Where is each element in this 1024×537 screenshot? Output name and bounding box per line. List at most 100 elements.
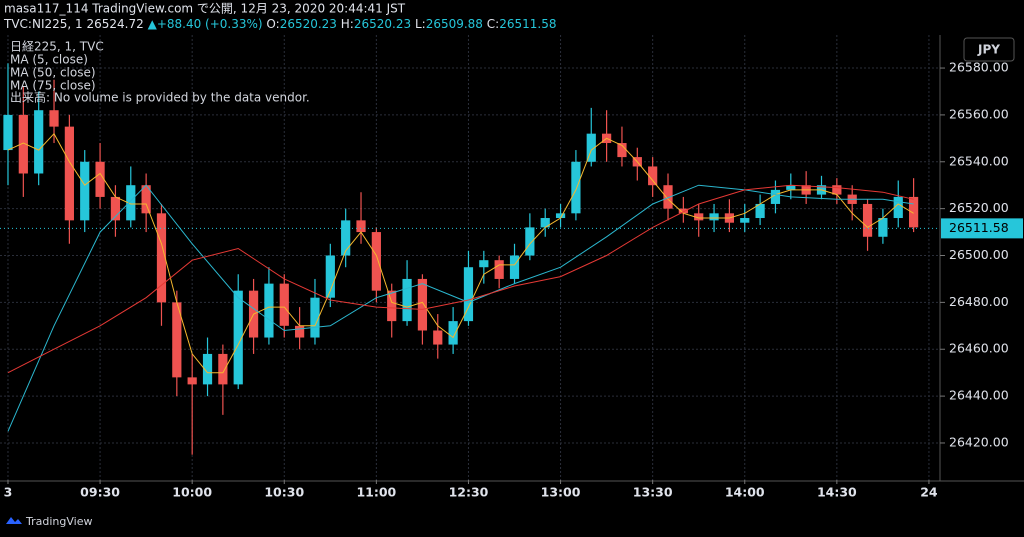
ohlc-label: H:	[341, 17, 354, 31]
grid	[0, 35, 940, 480]
x-tick-label: 11:00	[356, 485, 396, 500]
candle-body	[141, 185, 151, 214]
price: 26524.72	[86, 17, 143, 31]
y-tick-label: 26560.00	[949, 106, 1009, 121]
x-tick-label: 13:00	[541, 485, 581, 500]
ohlc-value: 26520.23	[354, 17, 411, 31]
y-tick-label: 26540.00	[949, 153, 1009, 168]
x-tick-label: 24	[920, 485, 938, 500]
legend-entry: MA (50, close)	[10, 66, 96, 80]
candle-body	[479, 260, 489, 268]
candle-body	[387, 290, 397, 322]
candle-body	[663, 185, 673, 209]
legend-entry: MA (5, close)	[10, 53, 88, 67]
x-tick-label: 13:30	[633, 485, 673, 500]
candle-body	[648, 166, 658, 186]
ma-line	[7, 132, 914, 374]
candle-body	[172, 302, 182, 378]
candle-body	[617, 143, 627, 158]
candle-body	[34, 110, 44, 174]
candle-body	[202, 353, 213, 385]
candle-body	[433, 330, 443, 345]
candle-body	[341, 220, 351, 256]
currency-box[interactable]	[963, 37, 1015, 62]
candle-body	[786, 185, 796, 190]
candle-body	[678, 208, 688, 214]
candle-body	[156, 213, 167, 303]
candle-body	[110, 196, 121, 221]
candle-body	[64, 126, 74, 221]
x-tick-label: 12:30	[449, 485, 489, 500]
candle-body	[694, 213, 704, 221]
y-tick-label: 26460.00	[949, 341, 1009, 356]
candle-body	[740, 218, 750, 223]
currency: JPY	[977, 43, 1000, 57]
candle-body	[295, 325, 305, 338]
y-tick-label: 26440.00	[949, 388, 1009, 403]
ohlc-label: O:	[266, 17, 279, 31]
candle-body	[49, 110, 59, 127]
candle-body	[908, 196, 919, 228]
chart-title: 日経225, 1, TVC	[10, 40, 104, 54]
x-tick-label: 10:30	[264, 485, 304, 500]
candle-body	[80, 161, 90, 221]
candle-body	[463, 267, 474, 322]
ma-line	[7, 184, 914, 374]
change: +88.40 (+0.33%)	[157, 17, 263, 31]
x-tick-label: 10:00	[172, 485, 212, 500]
candle-body	[893, 196, 903, 219]
candle-body	[371, 232, 381, 291]
last-price-label: 26511.58	[949, 220, 1009, 235]
symbol: TVC:NI225, 1	[3, 17, 83, 31]
y-tick-label: 26580.00	[949, 60, 1009, 75]
y-tick-label: 26420.00	[949, 434, 1009, 449]
y-tick-label: 26520.00	[949, 200, 1009, 215]
byline: masa117_114 TradingView.com で公開, 12月 23,…	[4, 2, 406, 16]
marks	[3, 63, 919, 455]
candle-body	[325, 255, 335, 298]
legend-entry: MA (75, close)	[10, 79, 96, 93]
ohlc-label: L:	[415, 17, 426, 31]
candle-body	[755, 203, 765, 219]
ohlc-value: 26509.88	[426, 17, 483, 31]
y-tick-label: 26500.00	[949, 247, 1009, 262]
candle-body	[555, 213, 566, 219]
candle-body	[356, 220, 366, 233]
candle-body	[402, 278, 412, 322]
candle-body	[525, 227, 535, 256]
ohlc-label: C:	[487, 17, 499, 31]
x-tick-label: 14:30	[817, 485, 857, 500]
candle-body	[279, 283, 289, 326]
candle-body	[3, 114, 13, 151]
brand: TradingView	[25, 515, 92, 528]
candle-body	[571, 161, 581, 214]
candle-body	[878, 218, 888, 237]
arrow: ▲	[148, 17, 158, 31]
ohlc-value: 26511.58	[499, 17, 556, 31]
candle-body	[187, 377, 197, 385]
candle-body	[417, 278, 428, 331]
candle-body	[218, 353, 228, 385]
candle-body	[126, 185, 136, 221]
last-price-box	[941, 218, 1023, 239]
symbol-line: TVC:NI225, 1 26524.72 ▲+88.40 (+0.33%) O…	[3, 17, 556, 31]
candle-body	[832, 185, 842, 195]
x-tick-label: 14:00	[725, 485, 765, 500]
candle-body	[448, 321, 458, 345]
candle-body	[540, 218, 550, 228]
candle-body	[233, 290, 243, 385]
candle-body	[709, 213, 719, 221]
y-tick-label: 26480.00	[949, 294, 1009, 309]
x-tick-label: 3	[4, 485, 13, 500]
candle-body	[770, 189, 781, 204]
candle-body	[310, 297, 320, 338]
candle-body	[509, 255, 520, 279]
brand-logo	[6, 517, 22, 524]
candle-body	[95, 161, 105, 197]
candle-body	[18, 114, 28, 174]
candle-body	[264, 283, 274, 338]
ohlc-value: 26520.23	[280, 17, 337, 31]
x-tick-label: 09:30	[80, 485, 120, 500]
candle-body	[494, 260, 504, 279]
